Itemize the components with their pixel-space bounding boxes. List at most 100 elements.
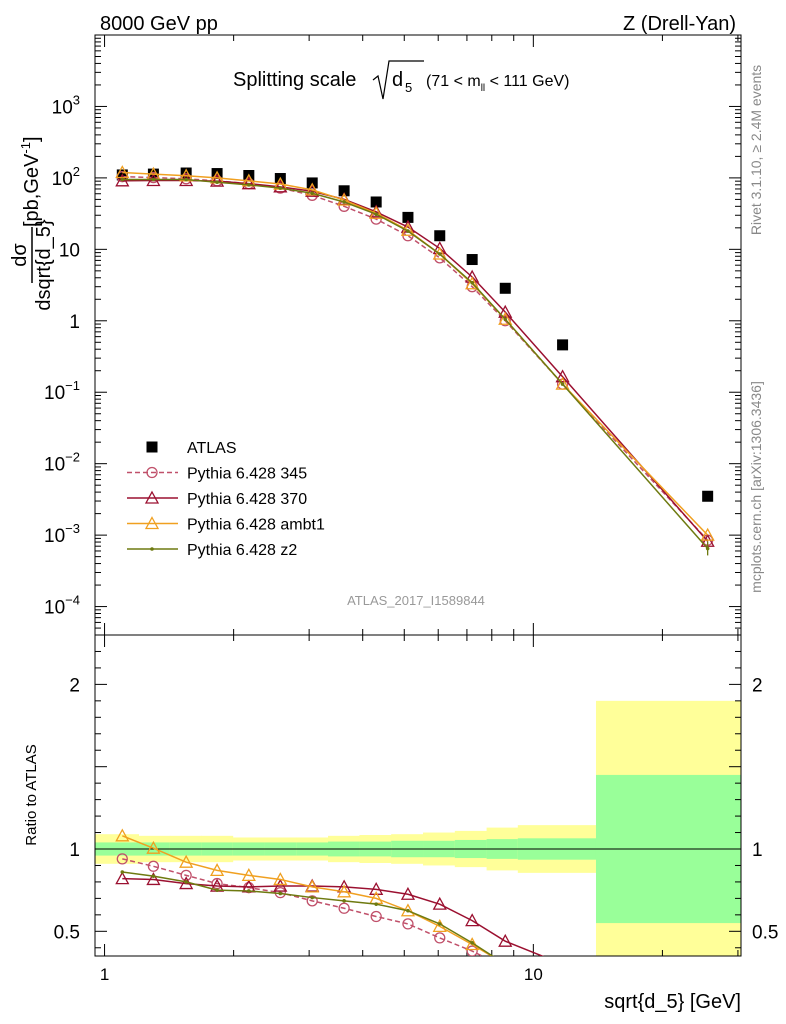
data-point-atlas — [702, 490, 714, 502]
ratio-y-tick-label-right: 1 — [752, 840, 763, 861]
data-point-pythia-6-428-z2 — [374, 902, 378, 906]
data-point-pythia-6-428-ambt1 — [337, 884, 352, 898]
data-point-pythia-6-428-z2 — [120, 177, 125, 182]
data-point-pythia-6-428-345 — [147, 860, 160, 872]
data-point-pythia-6-428-z2 — [278, 186, 283, 190]
data-point-pythia-6-428-ambt1 — [115, 165, 130, 179]
data-point-pythia-6-428-z2 — [374, 212, 378, 217]
data-point-pythia-6-428-370 — [273, 179, 288, 193]
ratio-y-tick-label-right: 2 — [752, 675, 763, 696]
y-tick-label: 10−4 — [44, 593, 80, 619]
data-point-pythia-6-428-370 — [115, 871, 130, 885]
ratio-y-axis-title: Ratio to ATLAS — [23, 744, 40, 845]
data-point-pythia-6-428-z2 — [151, 177, 156, 182]
data-point-pythia-6-428-z2 — [247, 889, 251, 893]
data-point-pythia-6-428-ambt1 — [273, 872, 288, 886]
data-point-atlas — [434, 230, 446, 242]
y-tick-label: 10−3 — [44, 521, 80, 547]
data-point-pythia-6-428-345 — [370, 910, 382, 923]
y-axis-numerator: dσ — [9, 243, 31, 267]
data-point-pythia-6-428-370 — [465, 913, 480, 927]
data-point-pythia-6-428-z2 — [247, 183, 251, 187]
data-point-pythia-6-428-ambt1 — [557, 975, 569, 986]
data-point-pythia-6-428-z2 — [503, 317, 508, 322]
plot-title-subscript: 5 — [405, 80, 412, 95]
plot-title-variable: d — [392, 69, 403, 91]
data-point-pythia-6-428-z2 — [151, 874, 156, 878]
ratio-y-tick-label-right: 0.5 — [752, 922, 778, 943]
data-point-atlas — [211, 168, 223, 180]
data-point-pythia-6-428-ambt1 — [499, 958, 511, 969]
y-tick-label: 10−1 — [44, 378, 80, 404]
data-point-atlas — [402, 211, 414, 223]
data-point-pythia-6-428-370 — [273, 878, 288, 892]
y-tick-label: 1 — [69, 312, 80, 333]
x-axis-title: sqrt{d_5} [GeV] — [604, 991, 741, 1013]
ratio-y-tick-label: 2 — [69, 675, 80, 696]
data-point-pythia-6-428-z2 — [342, 899, 346, 903]
data-point-pythia-6-428-z2 — [184, 880, 188, 884]
data-point-pythia-6-428-z2 — [406, 229, 410, 233]
data-point-pythia-6-428-z2 — [561, 979, 565, 983]
analysis-id-label: ATLAS_2017_I1589844 — [347, 593, 485, 608]
ratio-plot-frame — [94, 634, 742, 957]
data-point-pythia-6-428-ambt1 — [179, 854, 194, 868]
ratio-y-tick-label: 0.5 — [54, 922, 80, 943]
series-line-pythia-6-428-z2 — [122, 871, 494, 956]
data-point-pythia-6-428-ambt1 — [241, 867, 256, 881]
data-point-pythia-6-428-z2 — [215, 888, 219, 892]
data-point-pythia-6-428-345 — [500, 963, 510, 973]
data-point-pythia-6-428-ambt1 — [465, 276, 480, 290]
data-point-pythia-6-428-370 — [557, 958, 569, 969]
data-point-pythia-6-428-370 — [241, 176, 256, 190]
data-point-atlas — [557, 339, 569, 351]
data-point-atlas — [499, 282, 511, 294]
x-tick-label: 10 — [524, 965, 543, 984]
y-axis-denominator: dsqrt{d_5} — [33, 219, 55, 311]
data-point-pythia-6-428-345 — [116, 853, 128, 865]
uncertainty-bands — [95, 700, 741, 956]
y-tick-label: 10 — [59, 240, 80, 261]
data-point-pythia-6-428-ambt1 — [498, 311, 513, 325]
data-point-pythia-6-428-345 — [402, 918, 414, 930]
ratio-series-layer — [115, 828, 569, 989]
data-point-pythia-6-428-z2 — [470, 941, 474, 945]
series-line-pythia-6-428-345 — [122, 858, 484, 956]
data-point-pythia-6-428-z2 — [310, 191, 315, 196]
sqrt-symbol — [372, 60, 424, 100]
y-tick-label: 102 — [52, 164, 80, 190]
y-tick-label: 10−2 — [44, 450, 80, 476]
data-point-pythia-6-428-370 — [555, 369, 570, 383]
data-point-pythia-6-428-z2 — [437, 252, 442, 256]
plot-title-main: Splitting scale — [233, 69, 356, 91]
mcplots-label: mcplots.cern.ch [arXiv:1306.3436] — [748, 381, 764, 593]
data-point-atlas — [466, 254, 478, 266]
data-point-pythia-6-428-z2 — [470, 281, 474, 285]
legend-label-atlas: ATLAS — [187, 440, 237, 457]
data-point-atlas — [338, 185, 350, 197]
rivet-version-label: Rivet 3.1.10, ≥ 2.4M events — [748, 65, 764, 235]
energy-label: 8000 GeV pp — [100, 13, 218, 35]
x-tick-label: 1 — [100, 965, 109, 984]
data-point-pythia-6-428-ambt1 — [555, 376, 570, 390]
data-point-pythia-6-428-ambt1 — [209, 863, 225, 877]
data-point-pythia-6-428-370 — [432, 896, 447, 910]
data-point-pythia-6-428-370 — [115, 173, 130, 187]
data-point-pythia-6-428-345 — [434, 932, 446, 944]
data-point-pythia-6-428-345 — [558, 979, 568, 989]
legend-marker-pythia-6-428-ambt1 — [144, 516, 160, 530]
legend-label-pythia-6-428-z2: Pythia 6.428 z2 — [187, 542, 297, 559]
data-point-pythia-6-428-ambt1 — [146, 840, 161, 854]
main-series-layer — [115, 165, 715, 556]
data-point-pythia-6-428-z2 — [560, 382, 565, 386]
legend-label-pythia-6-428-370: Pythia 6.428 370 — [187, 491, 307, 508]
main-y-axis-title: dσ dsqrt{d_5} [pb,GeV-1] — [9, 136, 55, 310]
data-point-pythia-6-428-z2 — [310, 895, 315, 900]
series-line-pythia-6-428-345 — [122, 175, 709, 541]
data-point-pythia-6-428-z2 — [120, 870, 125, 874]
process-label: Z (Drell-Yan) — [623, 13, 736, 35]
data-point-pythia-6-428-z2 — [342, 200, 346, 204]
data-point-pythia-6-428-345 — [499, 315, 511, 327]
legend-label-pythia-6-428-345: Pythia 6.428 345 — [187, 466, 307, 483]
